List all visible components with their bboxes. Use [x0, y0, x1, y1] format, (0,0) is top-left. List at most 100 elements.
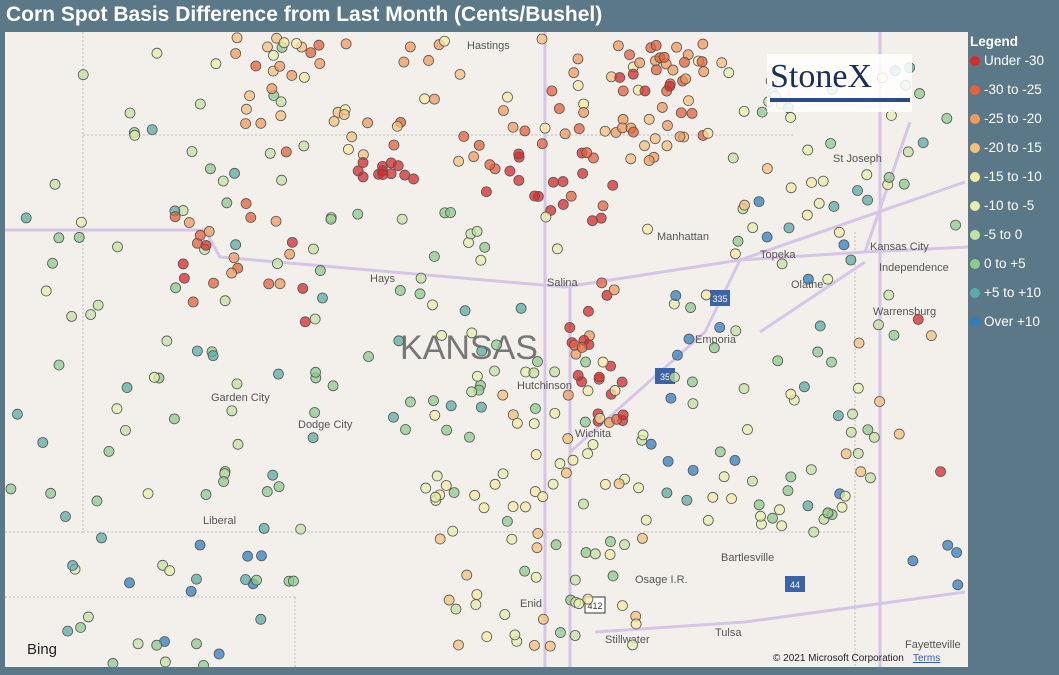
marker[interactable]	[484, 159, 496, 171]
marker[interactable]	[286, 236, 298, 248]
marker[interactable]	[852, 185, 863, 196]
marker[interactable]	[600, 479, 611, 490]
marker[interactable]	[537, 491, 549, 503]
marker[interactable]	[191, 573, 202, 585]
marker[interactable]	[466, 386, 478, 398]
marker[interactable]	[325, 213, 337, 225]
marker[interactable]	[357, 157, 369, 168]
legend-item[interactable]: -25 to -20	[970, 111, 1044, 140]
marker[interactable]	[739, 199, 750, 211]
marker[interactable]	[825, 138, 837, 149]
marker[interactable]	[902, 146, 914, 158]
terms[interactable]: Terms	[913, 653, 940, 664]
marker[interactable]	[874, 396, 885, 407]
marker[interactable]	[85, 309, 97, 320]
marker[interactable]	[569, 574, 581, 586]
marker[interactable]	[191, 345, 203, 357]
marker[interactable]	[264, 148, 276, 159]
marker[interactable]	[697, 38, 709, 50]
marker[interactable]	[226, 267, 237, 279]
marker[interactable]	[738, 383, 750, 394]
marker[interactable]	[782, 485, 794, 497]
marker[interactable]	[268, 49, 279, 61]
marker[interactable]	[785, 388, 797, 400]
marker[interactable]	[814, 320, 826, 332]
marker[interactable]	[550, 539, 562, 551]
marker[interactable]	[698, 66, 710, 78]
marker[interactable]	[772, 355, 784, 367]
marker[interactable]	[53, 359, 65, 371]
marker[interactable]	[203, 226, 215, 237]
marker[interactable]	[251, 574, 262, 586]
marker[interactable]	[132, 638, 144, 650]
marker[interactable]	[471, 225, 483, 237]
marker[interactable]	[601, 289, 613, 301]
marker[interactable]	[645, 438, 657, 450]
marker[interactable]	[544, 640, 556, 652]
marker[interactable]	[806, 177, 817, 188]
marker[interactable]	[491, 339, 502, 351]
marker[interactable]	[439, 35, 450, 47]
marker[interactable]	[120, 424, 131, 436]
marker[interactable]	[562, 389, 574, 401]
marker[interactable]	[434, 533, 446, 545]
marker[interactable]	[581, 147, 593, 159]
marker[interactable]	[408, 173, 419, 185]
marker[interactable]	[942, 539, 954, 551]
marker[interactable]	[305, 47, 317, 59]
marker[interactable]	[683, 95, 694, 106]
marker[interactable]	[822, 273, 834, 285]
marker[interactable]	[572, 370, 584, 381]
marker[interactable]	[589, 548, 601, 560]
marker[interactable]	[838, 239, 850, 251]
marker[interactable]	[420, 482, 432, 494]
marker[interactable]	[583, 305, 594, 317]
marker[interactable]	[532, 356, 543, 367]
marker[interactable]	[60, 511, 71, 522]
marker[interactable]	[650, 64, 662, 76]
marker[interactable]	[232, 438, 244, 450]
marker[interactable]	[453, 155, 465, 167]
marker[interactable]	[262, 41, 273, 53]
marker[interactable]	[607, 570, 619, 582]
marker[interactable]	[221, 197, 233, 209]
marker[interactable]	[213, 648, 225, 660]
marker[interactable]	[561, 467, 572, 479]
marker[interactable]	[62, 625, 74, 637]
marker[interactable]	[429, 93, 440, 105]
marker[interactable]	[40, 285, 52, 297]
marker[interactable]	[307, 432, 319, 444]
marker[interactable]	[205, 163, 216, 175]
marker[interactable]	[617, 409, 629, 421]
marker[interactable]	[738, 105, 750, 117]
marker[interactable]	[639, 140, 650, 152]
marker[interactable]	[528, 367, 540, 379]
marker[interactable]	[559, 128, 571, 140]
marker[interactable]	[338, 109, 350, 120]
marker[interactable]	[441, 424, 453, 436]
marker[interactable]	[515, 302, 527, 314]
marker[interactable]	[639, 85, 651, 97]
marker[interactable]	[662, 455, 674, 467]
marker[interactable]	[917, 137, 929, 149]
marker[interactable]	[730, 325, 742, 337]
marker[interactable]	[616, 376, 628, 388]
marker[interactable]	[299, 316, 311, 328]
marker[interactable]	[826, 356, 837, 368]
marker[interactable]	[883, 289, 895, 301]
marker[interactable]	[555, 627, 566, 638]
marker[interactable]	[580, 356, 592, 368]
marker[interactable]	[429, 409, 441, 421]
marker[interactable]	[274, 60, 286, 72]
marker[interactable]	[597, 356, 609, 368]
marker[interactable]	[847, 408, 858, 420]
marker[interactable]	[445, 400, 457, 412]
marker[interactable]	[431, 470, 443, 482]
marker[interactable]	[343, 143, 354, 155]
marker[interactable]	[497, 389, 509, 401]
marker[interactable]	[475, 401, 487, 413]
marker[interactable]	[160, 656, 171, 667]
marker[interactable]	[700, 289, 712, 301]
marker[interactable]	[428, 395, 439, 407]
marker[interactable]	[562, 433, 574, 444]
